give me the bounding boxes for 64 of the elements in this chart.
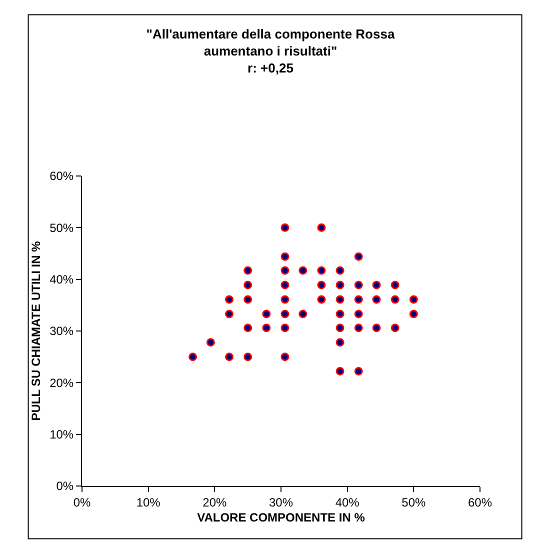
x-tick-label: 50% [402, 495, 426, 510]
point [336, 266, 344, 275]
x-tick-label: 0% [73, 495, 91, 510]
point [298, 310, 308, 318]
point [317, 266, 326, 275]
point [188, 352, 198, 362]
point [336, 310, 344, 318]
point [280, 295, 290, 304]
point [225, 310, 234, 318]
y-tick-label: 50% [50, 220, 74, 235]
y-tick-label: 20% [50, 376, 74, 390]
point [390, 295, 400, 304]
x-tick-label: 60% [468, 495, 492, 510]
point [298, 266, 308, 275]
point [206, 338, 215, 347]
point [372, 295, 381, 304]
point [225, 352, 234, 362]
x-tick-label: 10% [136, 495, 161, 510]
point [244, 352, 252, 362]
y-tick-label: 60% [50, 169, 74, 184]
point [372, 324, 381, 332]
x-tick-label: 20% [202, 495, 227, 510]
point [336, 324, 344, 332]
y-tick-label: 0% [56, 479, 74, 494]
point [280, 310, 290, 318]
point [336, 280, 344, 290]
point [244, 324, 252, 332]
point [409, 295, 418, 304]
point [280, 266, 290, 275]
x-tick-label: 40% [335, 495, 360, 510]
point [354, 295, 363, 304]
point [354, 324, 363, 332]
point [354, 280, 363, 290]
point [317, 223, 326, 232]
point [262, 324, 271, 332]
point [336, 338, 344, 347]
x-axis-title: VALORE COMPONENTE IN % [197, 510, 366, 524]
point [317, 295, 326, 304]
point [372, 280, 381, 290]
point [280, 223, 290, 232]
x-tick-label: 30% [268, 495, 294, 510]
y-axis-title: PULL SU CHIAMATE UTILI IN % [28, 240, 43, 421]
y-tick-label: 30% [50, 324, 74, 338]
point [244, 295, 252, 304]
point [390, 324, 400, 332]
point [244, 266, 252, 275]
point [336, 367, 344, 376]
point [354, 310, 363, 318]
point [409, 310, 418, 318]
point [225, 295, 234, 304]
y-tick-label: 10% [50, 428, 74, 442]
point [244, 280, 252, 290]
point [280, 252, 290, 261]
point [280, 324, 290, 332]
point [280, 280, 290, 290]
point [336, 295, 344, 304]
point [354, 252, 363, 261]
point [390, 280, 400, 290]
point [354, 367, 363, 376]
point [262, 310, 271, 318]
y-tick-label: 40% [50, 272, 74, 287]
chart-title: "All'aumentare della componente Rossa aumentano i risultati" r: +0,25 [146, 26, 396, 76]
point [280, 352, 290, 362]
point [317, 280, 326, 290]
